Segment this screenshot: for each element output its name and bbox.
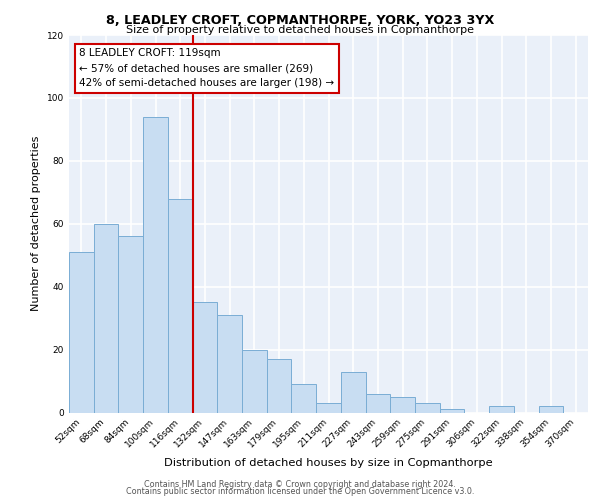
Bar	[143, 117, 168, 412]
Bar	[415, 403, 440, 412]
Bar	[242, 350, 267, 412]
Bar	[341, 372, 365, 412]
Bar	[390, 397, 415, 412]
Bar	[193, 302, 217, 412]
Bar	[440, 410, 464, 412]
Text: Size of property relative to detached houses in Copmanthorpe: Size of property relative to detached ho…	[126, 25, 474, 35]
Bar	[267, 359, 292, 412]
Bar	[69, 252, 94, 412]
Text: Contains HM Land Registry data © Crown copyright and database right 2024.: Contains HM Land Registry data © Crown c…	[144, 480, 456, 489]
Bar	[94, 224, 118, 412]
Bar	[539, 406, 563, 412]
Bar	[316, 403, 341, 412]
Text: 8 LEADLEY CROFT: 119sqm
← 57% of detached houses are smaller (269)
42% of semi-d: 8 LEADLEY CROFT: 119sqm ← 57% of detache…	[79, 48, 335, 88]
X-axis label: Distribution of detached houses by size in Copmanthorpe: Distribution of detached houses by size …	[164, 458, 493, 468]
Text: Contains public sector information licensed under the Open Government Licence v3: Contains public sector information licen…	[126, 488, 474, 496]
Y-axis label: Number of detached properties: Number of detached properties	[31, 136, 41, 312]
Bar	[365, 394, 390, 412]
Bar	[168, 198, 193, 412]
Bar	[489, 406, 514, 412]
Bar	[217, 315, 242, 412]
Bar	[292, 384, 316, 412]
Bar	[118, 236, 143, 412]
Text: 8, LEADLEY CROFT, COPMANTHORPE, YORK, YO23 3YX: 8, LEADLEY CROFT, COPMANTHORPE, YORK, YO…	[106, 14, 494, 27]
